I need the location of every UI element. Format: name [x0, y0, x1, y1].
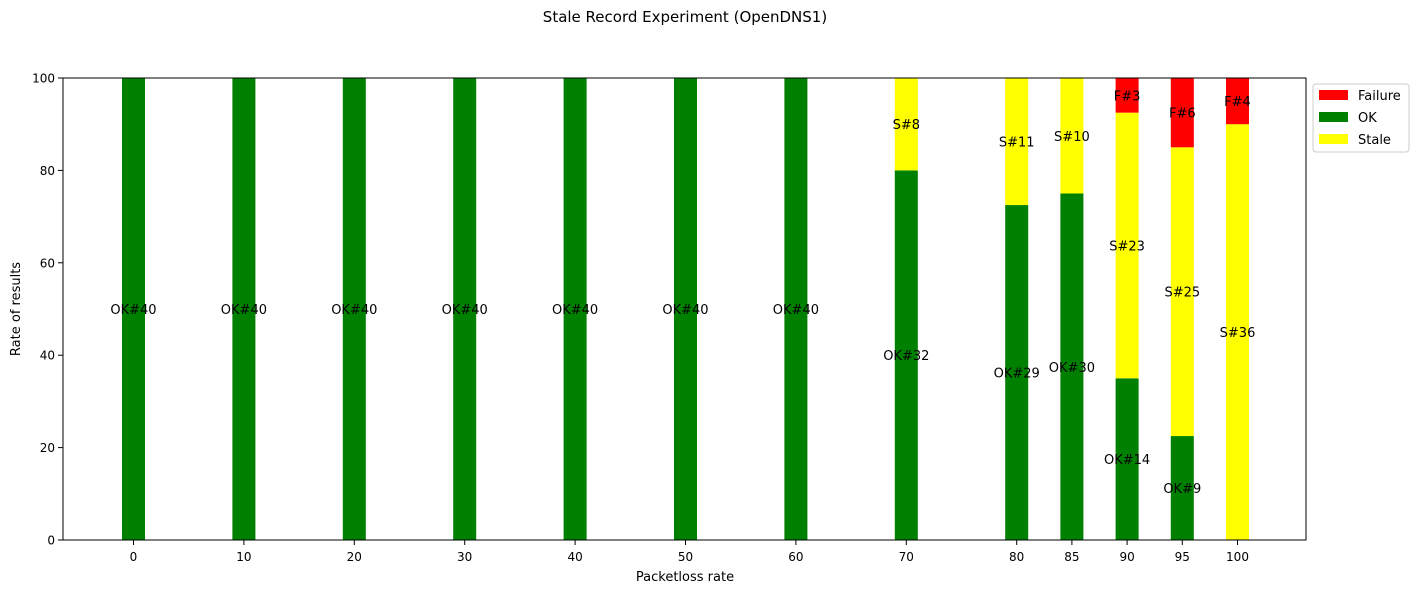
bar-label: S#8 [893, 118, 920, 133]
bar-label: OK#9 [1163, 482, 1201, 497]
x-tick-label: 70 [899, 550, 914, 564]
x-tick-label: 40 [567, 550, 582, 564]
x-tick-label: 80 [1009, 550, 1024, 564]
bar-failure-100 [1226, 78, 1249, 125]
x-tick-label: 90 [1119, 550, 1134, 564]
x-tick-label: 60 [788, 550, 803, 564]
bar-label: OK#40 [662, 303, 708, 318]
y-tick-label: 20 [40, 441, 55, 455]
bar-label: OK#30 [1049, 361, 1095, 376]
y-tick-label: 80 [40, 164, 55, 178]
bar-ok-10 [232, 78, 256, 540]
bar-label: OK#40 [442, 303, 488, 318]
y-tick-label: 100 [32, 72, 55, 86]
bar-label: S#36 [1220, 326, 1256, 341]
bar-label: S#25 [1164, 286, 1200, 301]
y-axis: 0 20 40 60 80 100 [32, 72, 63, 548]
bar-failure-90 [1115, 78, 1139, 113]
bar-stale-95 [1170, 147, 1194, 437]
bar-stale-80 [1005, 78, 1029, 206]
chart-title: Stale Record Experiment (OpenDNS1) [542, 8, 828, 26]
bar-labels-layer: OK#40 OK#40 OK#40 OK#40 OK#40 OK#40 OK#40 OK#32… [110, 89, 1255, 497]
bar-ok-70 [894, 170, 918, 540]
legend-label-stale: Stale [1358, 133, 1391, 148]
x-tick-label: 10 [236, 550, 251, 564]
x-tick-label: 30 [457, 550, 472, 564]
bar-ok-60 [784, 78, 808, 540]
plot-frame [62, 77, 1307, 541]
x-tick-label: 95 [1175, 550, 1190, 564]
x-axis-label: Packetloss rate [636, 570, 734, 585]
bar-ok-80 [1005, 205, 1029, 541]
x-tick-label: 100 [1226, 550, 1249, 564]
bar-label: S#23 [1109, 239, 1145, 254]
y-tick-label: 60 [40, 256, 55, 270]
bar-label: OK#32 [883, 349, 929, 364]
bar-label: OK#40 [773, 303, 819, 318]
x-tick-label: 20 [347, 550, 362, 564]
bar-stale-90 [1115, 112, 1139, 379]
legend: Failure OK Stale [1312, 83, 1410, 153]
y-tick-label: 0 [47, 534, 55, 548]
x-tick-label: 50 [678, 550, 693, 564]
legend-label-failure: Failure [1358, 89, 1401, 104]
bar-ok-30 [453, 78, 477, 540]
bar-failure-95 [1170, 78, 1194, 148]
bar-label: OK#40 [552, 303, 598, 318]
legend-label-ok: OK [1358, 111, 1377, 126]
bar-label: OK#29 [994, 367, 1040, 382]
bar-stale-100 [1226, 124, 1249, 540]
x-tick-label: 0 [130, 550, 138, 564]
bar-label: F#6 [1169, 107, 1196, 122]
bar-label: OK#14 [1104, 453, 1150, 468]
bar-label: S#10 [1054, 130, 1090, 145]
bar-ok-95 [1170, 436, 1194, 540]
bar-stale-70 [894, 78, 918, 171]
bar-label: OK#40 [221, 303, 267, 318]
legend-swatch-stale [1319, 134, 1348, 144]
y-axis-label: Rate of results [9, 262, 24, 356]
bar-label: F#4 [1224, 95, 1251, 110]
bar-ok-85 [1060, 193, 1084, 540]
bar-ok-40 [563, 78, 587, 540]
x-axis: 0 10 20 30 40 50 60 70 80 85 90 95 100 [130, 540, 1249, 564]
legend-swatch-failure [1319, 90, 1348, 100]
x-tick-label: 85 [1064, 550, 1079, 564]
bar-label: F#3 [1114, 89, 1141, 104]
bar-stale-85 [1060, 78, 1084, 194]
bar-label: OK#40 [110, 303, 156, 318]
bar-ok-50 [674, 78, 697, 540]
bars-layer [122, 78, 1249, 541]
legend-swatch-ok [1319, 112, 1348, 122]
bar-ok-0 [122, 78, 145, 540]
bar-ok-90 [1115, 378, 1139, 540]
y-tick-label: 40 [40, 349, 55, 363]
bar-ok-20 [342, 78, 366, 540]
bar-label: OK#40 [331, 303, 377, 318]
bar-label: S#11 [999, 136, 1035, 151]
